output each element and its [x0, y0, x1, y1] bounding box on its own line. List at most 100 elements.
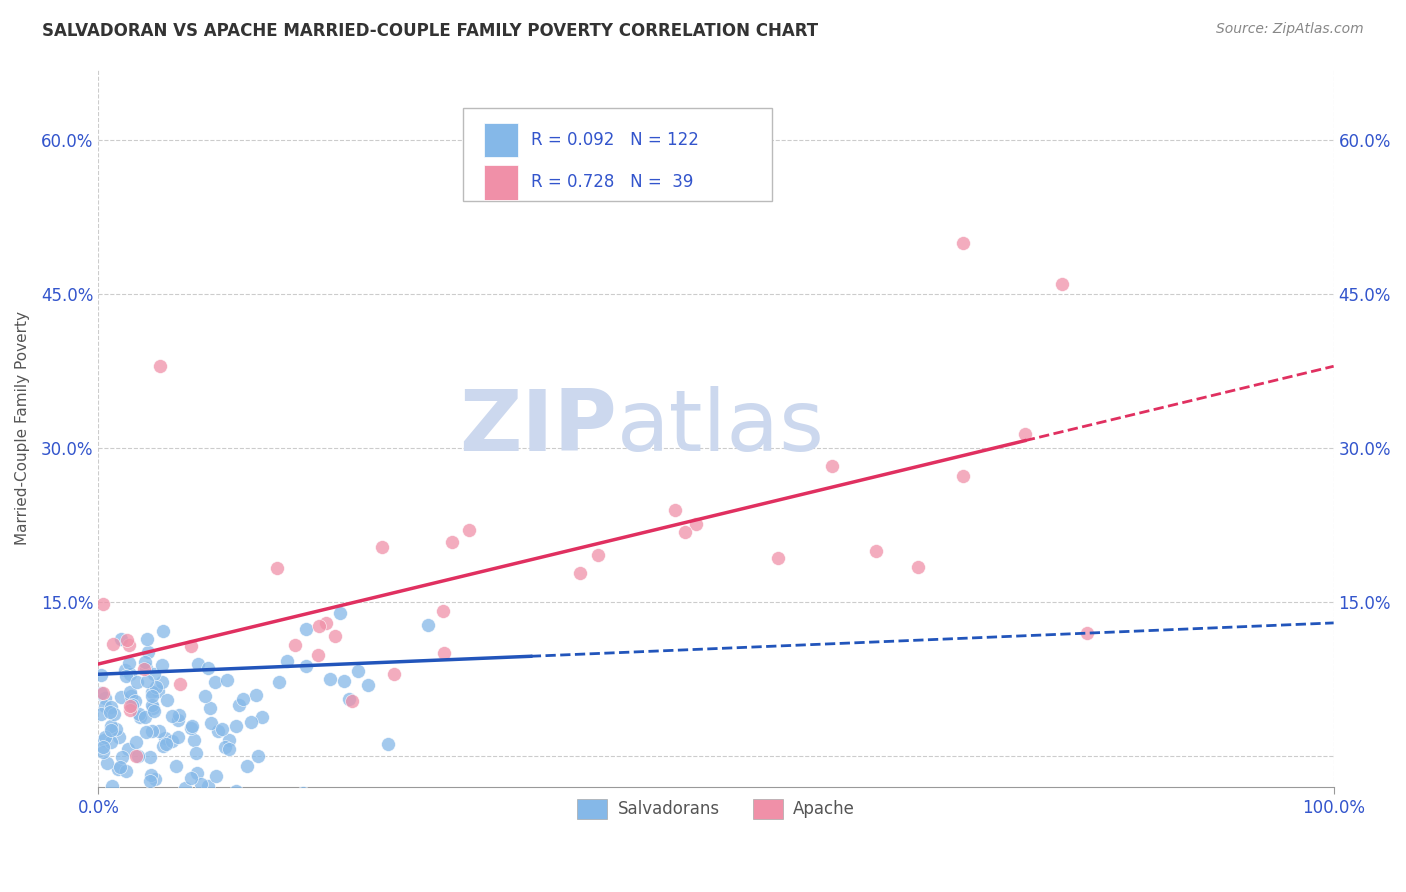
Point	[266, 561, 288, 575]
Point	[337, 692, 360, 706]
Point	[110, 690, 132, 704]
Point	[952, 235, 974, 250]
Point	[267, 675, 290, 690]
Point	[124, 694, 146, 708]
Point	[93, 739, 115, 754]
Point	[766, 551, 789, 566]
Point	[108, 731, 131, 745]
Point	[118, 656, 141, 670]
Point	[104, 722, 127, 736]
Point	[218, 741, 240, 756]
Point	[125, 675, 148, 690]
Point	[145, 680, 167, 694]
Point	[134, 656, 156, 670]
Point	[418, 617, 440, 632]
Point	[156, 693, 179, 707]
Point	[139, 750, 162, 764]
Point	[94, 699, 117, 714]
Point	[142, 666, 165, 681]
Point	[370, 541, 392, 555]
Point	[204, 675, 226, 690]
Point	[295, 623, 318, 637]
Point	[169, 676, 191, 690]
Point	[91, 745, 114, 759]
Point	[458, 523, 481, 537]
Point	[198, 700, 221, 714]
Point	[111, 749, 134, 764]
Text: SALVADORAN VS APACHE MARRIED-COUPLE FAMILY POVERTY CORRELATION CHART: SALVADORAN VS APACHE MARRIED-COUPLE FAMI…	[42, 22, 818, 40]
Point	[236, 758, 259, 772]
Point	[127, 749, 149, 764]
Point	[148, 723, 170, 738]
Point	[115, 764, 138, 778]
Point	[98, 705, 121, 719]
Point	[160, 734, 183, 748]
Point	[162, 708, 184, 723]
Point	[90, 707, 112, 722]
Point	[907, 559, 929, 574]
Point	[125, 735, 148, 749]
Text: ZIP: ZIP	[460, 386, 617, 469]
FancyBboxPatch shape	[484, 165, 519, 200]
Point	[586, 548, 609, 562]
Point	[432, 604, 454, 618]
Point	[323, 629, 346, 643]
Point	[135, 725, 157, 739]
Point	[308, 619, 330, 633]
Point	[96, 756, 118, 770]
Point	[228, 698, 250, 712]
Point	[1076, 626, 1098, 640]
Point	[143, 772, 166, 787]
Point	[93, 730, 115, 744]
Point	[284, 638, 307, 652]
Point	[129, 710, 152, 724]
Point	[295, 658, 318, 673]
Point	[180, 640, 202, 654]
Point	[180, 722, 202, 736]
Point	[91, 685, 114, 699]
Point	[217, 673, 239, 688]
Point	[356, 678, 378, 692]
Text: R = 0.728   N =  39: R = 0.728 N = 39	[531, 173, 693, 192]
Point	[685, 517, 707, 532]
Point	[114, 663, 136, 677]
Point	[183, 732, 205, 747]
Point	[166, 730, 188, 744]
Point	[134, 710, 156, 724]
Point	[218, 733, 240, 747]
Point	[673, 525, 696, 540]
Point	[1014, 426, 1036, 441]
Point	[135, 632, 157, 646]
Point	[128, 707, 150, 722]
Point	[121, 698, 143, 712]
Point	[239, 714, 262, 729]
Point	[1050, 277, 1073, 292]
Point	[190, 777, 212, 791]
Point	[246, 748, 269, 763]
Point	[194, 689, 217, 703]
Point	[197, 779, 219, 793]
Point	[90, 686, 112, 700]
Point	[155, 738, 177, 752]
Y-axis label: Married-Couple Family Poverty: Married-Couple Family Poverty	[15, 310, 30, 545]
Point	[346, 665, 368, 679]
Point	[433, 646, 456, 660]
Point	[148, 684, 170, 698]
Point	[110, 760, 132, 774]
Text: Source: ZipAtlas.com: Source: ZipAtlas.com	[1216, 22, 1364, 37]
Point	[90, 668, 112, 682]
FancyBboxPatch shape	[463, 108, 772, 202]
Point	[382, 667, 405, 681]
Point	[155, 731, 177, 746]
Point	[101, 780, 124, 794]
Point	[197, 661, 219, 675]
Point	[180, 719, 202, 733]
Point	[115, 632, 138, 647]
Point	[225, 784, 247, 798]
Point	[226, 800, 249, 814]
Point	[110, 632, 132, 646]
Point	[141, 689, 163, 703]
Point	[952, 469, 974, 483]
Point	[250, 709, 273, 723]
Point	[333, 673, 356, 688]
